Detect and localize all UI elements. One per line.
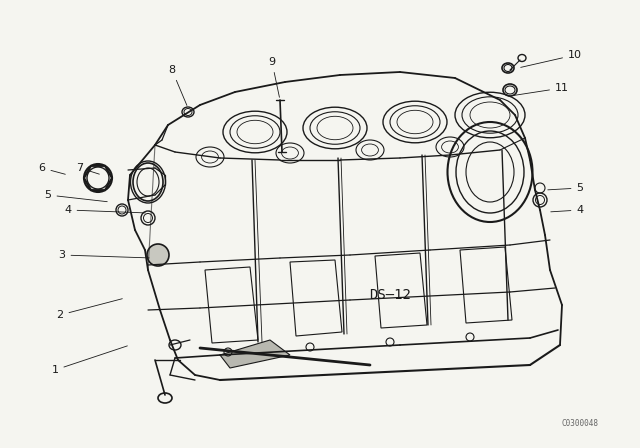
Polygon shape bbox=[220, 340, 290, 368]
Text: 8: 8 bbox=[168, 65, 187, 105]
Text: 6: 6 bbox=[38, 163, 65, 174]
Text: 4: 4 bbox=[65, 205, 145, 215]
Text: 7: 7 bbox=[76, 163, 99, 174]
Text: 9: 9 bbox=[268, 57, 280, 97]
Text: 10: 10 bbox=[521, 50, 582, 67]
Text: 1: 1 bbox=[51, 346, 127, 375]
Ellipse shape bbox=[147, 244, 169, 266]
Text: 11: 11 bbox=[513, 83, 569, 95]
Text: 5: 5 bbox=[45, 190, 108, 202]
Text: C0300048: C0300048 bbox=[561, 419, 598, 428]
Text: 2: 2 bbox=[56, 299, 122, 320]
Text: 4: 4 bbox=[551, 205, 584, 215]
Text: 3: 3 bbox=[58, 250, 149, 260]
Text: 5: 5 bbox=[548, 183, 584, 193]
Text: DS–12: DS–12 bbox=[369, 288, 411, 302]
